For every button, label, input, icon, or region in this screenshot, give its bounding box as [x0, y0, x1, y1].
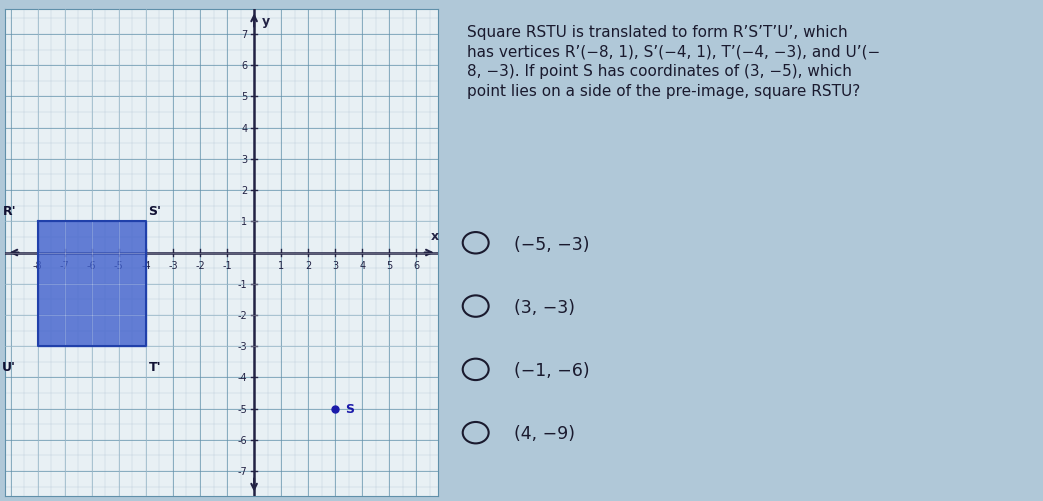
Text: 2: 2 [241, 186, 247, 196]
Text: U': U' [2, 361, 16, 373]
Text: 6: 6 [413, 261, 419, 271]
Text: 4: 4 [359, 261, 365, 271]
Text: -2: -2 [238, 310, 247, 320]
Text: 3: 3 [333, 261, 338, 271]
Text: -5: -5 [114, 261, 124, 271]
Text: R': R' [2, 204, 16, 217]
Text: 4: 4 [241, 123, 247, 133]
Text: 1: 1 [241, 217, 247, 227]
Text: -1: -1 [238, 279, 247, 289]
Text: (−1, −6): (−1, −6) [514, 361, 589, 379]
Text: x: x [432, 229, 439, 242]
Text: -4: -4 [141, 261, 150, 271]
Text: y: y [262, 15, 270, 28]
Text: -7: -7 [238, 466, 247, 476]
Text: T': T' [148, 361, 162, 373]
Text: -3: -3 [168, 261, 177, 271]
Text: S: S [345, 402, 354, 415]
Text: (3, −3): (3, −3) [514, 298, 575, 316]
Text: -6: -6 [238, 435, 247, 445]
Text: (−5, −3): (−5, −3) [514, 235, 589, 253]
Text: Square RSTU is translated to form R’S’T’U’, which
has vertices R’(−8, 1), S’(−4,: Square RSTU is translated to form R’S’T’… [467, 25, 880, 99]
Text: -2: -2 [195, 261, 204, 271]
Polygon shape [38, 222, 146, 347]
Text: 1: 1 [278, 261, 284, 271]
Text: -7: -7 [59, 261, 70, 271]
Text: 2: 2 [306, 261, 311, 271]
Text: 7: 7 [241, 30, 247, 40]
Text: S': S' [148, 204, 162, 217]
Text: -6: -6 [87, 261, 97, 271]
Text: -5: -5 [238, 404, 247, 414]
Text: -3: -3 [238, 342, 247, 351]
Text: 6: 6 [241, 61, 247, 71]
Text: 5: 5 [386, 261, 392, 271]
Text: -8: -8 [33, 261, 43, 271]
Text: 3: 3 [241, 155, 247, 164]
Text: (4, −9): (4, −9) [514, 424, 575, 442]
Text: -1: -1 [222, 261, 232, 271]
Text: 5: 5 [241, 92, 247, 102]
Text: -4: -4 [238, 373, 247, 383]
